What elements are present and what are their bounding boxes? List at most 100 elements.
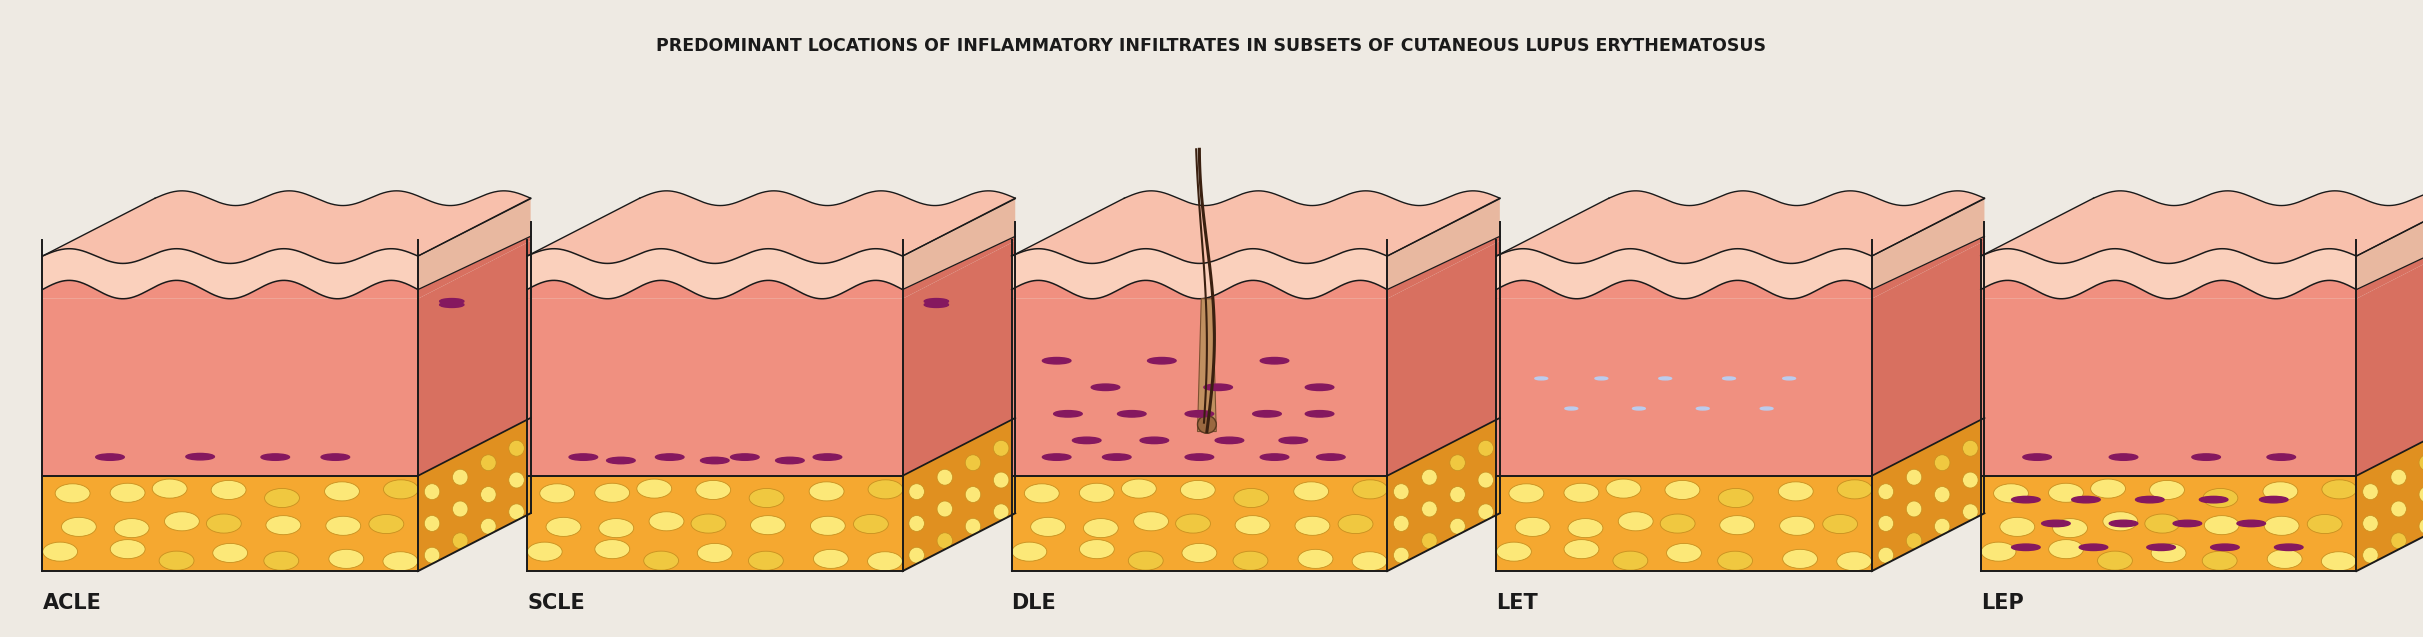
- Circle shape: [1185, 411, 1214, 417]
- Polygon shape: [1197, 299, 1216, 431]
- Ellipse shape: [1352, 480, 1388, 499]
- Ellipse shape: [206, 514, 242, 533]
- Ellipse shape: [1963, 440, 1977, 456]
- Polygon shape: [44, 248, 417, 299]
- Ellipse shape: [1718, 551, 1752, 570]
- Ellipse shape: [1667, 543, 1701, 562]
- Circle shape: [569, 454, 598, 461]
- Ellipse shape: [2418, 487, 2423, 503]
- Ellipse shape: [1449, 519, 1466, 534]
- Ellipse shape: [1393, 515, 1410, 531]
- Ellipse shape: [56, 483, 90, 503]
- Ellipse shape: [1934, 487, 1951, 503]
- Circle shape: [657, 454, 683, 461]
- Circle shape: [1216, 437, 1243, 443]
- Ellipse shape: [1982, 542, 2016, 561]
- Ellipse shape: [480, 487, 497, 503]
- Circle shape: [1149, 357, 1175, 364]
- Polygon shape: [2358, 418, 2423, 571]
- Circle shape: [1306, 411, 1333, 417]
- Ellipse shape: [909, 515, 926, 531]
- Ellipse shape: [1030, 517, 1066, 536]
- Ellipse shape: [1422, 501, 1437, 517]
- Circle shape: [187, 454, 213, 460]
- Ellipse shape: [749, 551, 783, 570]
- Circle shape: [1534, 377, 1548, 380]
- Ellipse shape: [1999, 517, 2035, 536]
- Ellipse shape: [2321, 552, 2355, 571]
- Ellipse shape: [1963, 504, 1977, 520]
- Circle shape: [1306, 384, 1333, 390]
- Ellipse shape: [1449, 455, 1466, 471]
- Text: LET: LET: [1495, 593, 1539, 613]
- Ellipse shape: [867, 552, 901, 571]
- Circle shape: [2011, 544, 2040, 550]
- Ellipse shape: [698, 543, 732, 562]
- Circle shape: [606, 457, 635, 464]
- Circle shape: [923, 302, 947, 308]
- Polygon shape: [528, 280, 901, 299]
- Ellipse shape: [1822, 515, 1858, 534]
- Ellipse shape: [938, 533, 952, 548]
- Circle shape: [1141, 437, 1168, 443]
- Polygon shape: [44, 299, 417, 476]
- Circle shape: [1783, 377, 1795, 380]
- Circle shape: [1042, 454, 1071, 461]
- Ellipse shape: [1510, 483, 1543, 503]
- Ellipse shape: [964, 455, 981, 471]
- Ellipse shape: [213, 543, 247, 562]
- Circle shape: [1042, 357, 1071, 364]
- Ellipse shape: [2263, 482, 2297, 501]
- Ellipse shape: [645, 551, 678, 570]
- Polygon shape: [44, 476, 417, 571]
- Polygon shape: [2358, 199, 2423, 290]
- Ellipse shape: [594, 483, 630, 503]
- Text: LEP: LEP: [1982, 593, 2023, 613]
- Circle shape: [322, 454, 349, 461]
- Ellipse shape: [1619, 512, 1652, 531]
- Polygon shape: [44, 280, 417, 299]
- Ellipse shape: [1078, 540, 1115, 559]
- Ellipse shape: [1907, 501, 1921, 517]
- Ellipse shape: [1720, 515, 1754, 534]
- Circle shape: [1696, 407, 1708, 410]
- Ellipse shape: [424, 515, 441, 531]
- Ellipse shape: [1878, 515, 1895, 531]
- Ellipse shape: [1514, 517, 1551, 536]
- Ellipse shape: [2205, 515, 2239, 534]
- Circle shape: [2023, 454, 2052, 461]
- Ellipse shape: [1478, 440, 1493, 456]
- Circle shape: [814, 454, 841, 461]
- Ellipse shape: [1878, 547, 1895, 563]
- Polygon shape: [528, 191, 1015, 264]
- Ellipse shape: [1180, 480, 1216, 499]
- Ellipse shape: [2321, 480, 2358, 499]
- Ellipse shape: [2103, 512, 2137, 531]
- Ellipse shape: [1963, 472, 1977, 488]
- Circle shape: [262, 454, 288, 461]
- Text: SCLE: SCLE: [528, 593, 584, 613]
- Ellipse shape: [2098, 551, 2132, 570]
- Ellipse shape: [424, 483, 441, 499]
- Polygon shape: [44, 191, 531, 264]
- Ellipse shape: [2268, 549, 2302, 568]
- Polygon shape: [901, 236, 1015, 299]
- Circle shape: [1204, 384, 1233, 390]
- Ellipse shape: [1563, 540, 1599, 559]
- Ellipse shape: [1614, 551, 1648, 570]
- Circle shape: [923, 299, 947, 304]
- Circle shape: [1054, 411, 1083, 417]
- Polygon shape: [1495, 248, 1873, 299]
- Polygon shape: [417, 199, 531, 290]
- Circle shape: [1759, 407, 1774, 410]
- Polygon shape: [2358, 241, 2423, 476]
- Ellipse shape: [1352, 552, 1386, 571]
- Ellipse shape: [2392, 469, 2406, 485]
- Ellipse shape: [1337, 515, 1374, 534]
- Ellipse shape: [1083, 519, 1119, 538]
- Ellipse shape: [1783, 549, 1817, 568]
- Polygon shape: [1386, 199, 1500, 290]
- Ellipse shape: [1025, 483, 1059, 503]
- Polygon shape: [1495, 191, 1984, 264]
- Ellipse shape: [61, 517, 97, 536]
